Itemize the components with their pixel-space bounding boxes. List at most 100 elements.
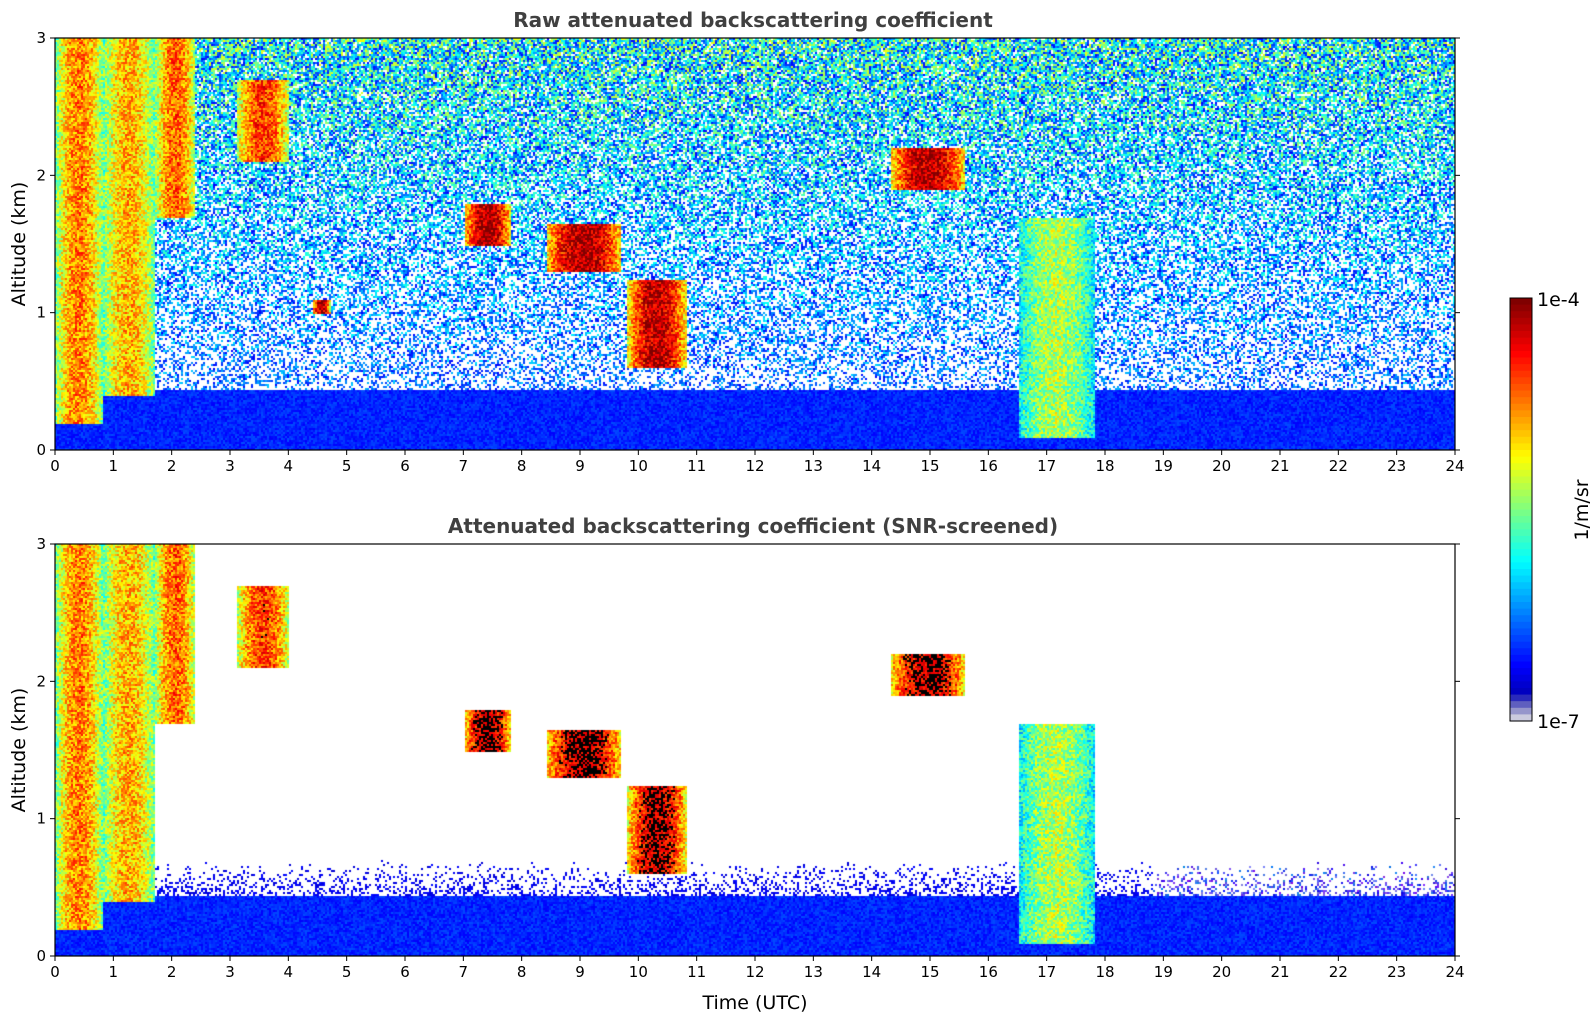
colorbar-band [1510, 397, 1532, 405]
x-tick-label: 10 [629, 457, 648, 475]
plot-area-raw [54, 37, 1456, 451]
colorbar-band [1510, 331, 1532, 339]
x-tick-label: 3 [225, 963, 235, 981]
colorbar-band [1510, 568, 1532, 577]
x-tick-label: 6 [400, 963, 410, 981]
x-tick-label: 9 [575, 963, 585, 981]
x-tick-label: 10 [629, 963, 648, 981]
colorbar-band [1510, 509, 1532, 517]
x-tick-label: 17 [1037, 963, 1056, 981]
y-axis-label-raw: Altitude (km) [8, 182, 30, 307]
colorbar-band [1510, 522, 1532, 530]
colorbar-band [1510, 654, 1532, 663]
colorbar-band [1510, 350, 1532, 359]
x-tick-label: 3 [225, 457, 235, 475]
colorbar-band [1510, 483, 1532, 491]
x-tick-label: 15 [920, 457, 939, 475]
colorbar-band [1510, 324, 1532, 332]
colorbar-band [1510, 364, 1532, 372]
heatmap-screened-wrapper [55, 544, 1455, 956]
x-tick-label: 24 [1445, 457, 1464, 475]
x-tick-label: 22 [1329, 457, 1348, 475]
colorbar-band [1510, 456, 1532, 464]
colorbar-band [1510, 370, 1532, 378]
x-tick-label: 18 [1095, 457, 1114, 475]
x-tick-label: 6 [400, 457, 410, 475]
x-tick-label: 12 [745, 963, 764, 981]
colorbar-band [1510, 641, 1532, 649]
x-tick-label: 4 [284, 963, 294, 981]
colorbar-band [1510, 463, 1532, 471]
x-tick-label: 2 [167, 963, 177, 981]
heatmap-raw [55, 38, 1455, 450]
colorbar-band [1510, 436, 1532, 445]
plot-area-screened [54, 543, 1456, 957]
colorbar-band [1510, 628, 1532, 636]
y-tick-label: 2 [36, 166, 46, 184]
colorbar-band [1510, 621, 1532, 630]
colorbar-band [1510, 582, 1532, 590]
y-tick-label: 2 [36, 672, 46, 690]
colorbar-band [1510, 529, 1532, 537]
x-tick-label: 17 [1037, 457, 1056, 475]
colorbar-band [1510, 423, 1532, 431]
colorbar-band [1510, 661, 1532, 669]
x-tick-label: 0 [50, 963, 60, 981]
colorbar-band [1510, 687, 1532, 696]
y-tick-label: 3 [36, 535, 46, 553]
colorbar-band [1510, 377, 1532, 385]
colorbar-band [1510, 668, 1532, 676]
x-tick-label: 20 [1212, 457, 1231, 475]
colorbar-band [1510, 549, 1532, 557]
x-tick-label: 23 [1387, 963, 1406, 981]
colorbar-band [1510, 542, 1532, 550]
colorbar-min-label: 1e-7 [1537, 711, 1580, 733]
y-tick-label: 0 [36, 441, 46, 459]
x-tick-label: 5 [342, 457, 352, 475]
colorbar-band [1510, 489, 1532, 497]
x-tick-label: 21 [1270, 457, 1289, 475]
x-axis-ticks-screened: 0 1 2 3 4 5 6 7 8 9 10 11 12 13 14 15 16 17 18 19 20 21 22 23 24 [50, 956, 1465, 981]
x-tick-label: 12 [745, 457, 764, 475]
y-axis-ticks-screened: 0 1 2 3 [36, 535, 1460, 965]
chart-screened: Attenuated backscattering coefficient (S… [8, 514, 1465, 1014]
x-tick-label: 19 [1154, 457, 1173, 475]
x-tick-label: 9 [575, 457, 585, 475]
colorbar-band [1510, 298, 1532, 306]
x-tick-label: 13 [804, 457, 823, 475]
colorbar-band [1510, 469, 1532, 478]
x-tick-label: 7 [459, 457, 469, 475]
y-tick-label: 3 [36, 29, 46, 47]
colorbar-band [1510, 496, 1532, 504]
y-tick-label: 0 [36, 947, 46, 965]
colorbar-band [1510, 608, 1532, 616]
x-tick-label: 14 [862, 963, 881, 981]
x-tick-label: 24 [1445, 963, 1464, 981]
x-axis-ticks-raw: 0 1 2 3 4 5 6 7 8 9 10 11 12 13 14 15 16 17 18 19 20 21 22 23 24 [50, 450, 1465, 475]
colorbar-band [1510, 602, 1532, 610]
colorbar-band [1510, 575, 1532, 583]
x-tick-label: 0 [50, 457, 60, 475]
colorbar-band [1510, 615, 1532, 623]
colorbar-band [1510, 535, 1532, 544]
heatmap-raw-wrapper [55, 38, 1455, 450]
x-tick-label: 7 [459, 963, 469, 981]
colorbar-frame [1509, 297, 1533, 722]
colorbar-band [1510, 595, 1532, 603]
x-tick-label: 23 [1387, 457, 1406, 475]
colorbar-band [1510, 714, 1532, 722]
chart-title-raw: Raw attenuated backscattering coefficien… [513, 8, 993, 32]
y-axis-label-screened: Altitude (km) [8, 688, 30, 813]
colorbar-band [1510, 635, 1532, 643]
x-tick-label: 21 [1270, 963, 1289, 981]
colorbar-band [1510, 701, 1532, 709]
colorbar-band [1510, 648, 1532, 656]
x-tick-label: 20 [1212, 963, 1231, 981]
colorbar-band [1510, 410, 1532, 418]
x-tick-label: 15 [920, 963, 939, 981]
y-tick-label: 1 [36, 810, 46, 828]
y-axis-ticks-raw: 0 1 2 3 [36, 29, 1460, 459]
chart-title-screened: Attenuated backscattering coefficient (S… [448, 514, 1058, 538]
colorbar-band [1510, 555, 1532, 563]
